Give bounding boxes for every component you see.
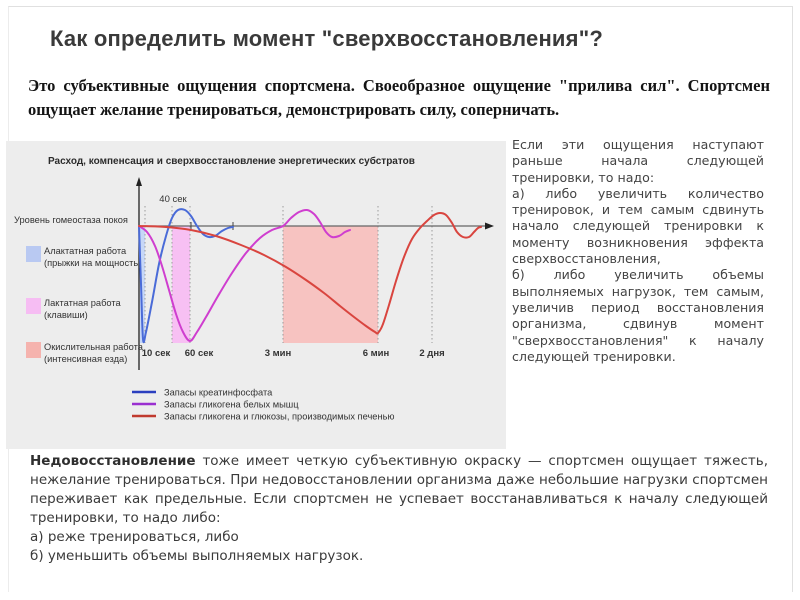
work-type-lactic: Лактатная работа (клавиши) [26, 298, 122, 320]
underrecovery-term: Недовосстановление [30, 453, 196, 469]
work-type-label: Лактатная работа [44, 298, 122, 308]
work-type-label: (клавиши) [44, 310, 88, 320]
chart-dotted-guides [144, 206, 433, 343]
lead-text: Это субъективные ощущения спортсмена. Св… [28, 76, 770, 119]
chart-panel: Расход, компенсация и сверхвосстановлени… [6, 141, 506, 449]
work-type-label: Окислительная работа [44, 342, 144, 352]
recommendations-intro: Если эти ощущения наступают раньше начал… [512, 137, 764, 185]
chart-shaded-regions [140, 226, 378, 343]
work-type-oxidative: Окислительная работа (интенсивная езда) [26, 342, 144, 364]
series-curve [138, 211, 482, 335]
x-tick: 10 сек [142, 348, 171, 359]
recommendations-panel: Если эти ощущения наступают раньше начал… [512, 137, 764, 365]
baseline-label: Уровень гомеостаза покоя [14, 215, 128, 225]
y-axis-arrow-icon [136, 177, 142, 186]
x-tick: 3 мин [265, 348, 292, 359]
x-tick: 6 мин [363, 348, 390, 359]
series-curve [138, 208, 351, 343]
legend-label: Запасы гликогена белых мышц [164, 400, 299, 410]
work-type-label: (интенсивная езда) [44, 354, 127, 364]
annotation-40s: 40 сек [159, 194, 187, 205]
recommendation-b: б) либо увеличить объемы выполняемых наг… [512, 267, 764, 364]
legend-label: Запасы гликогена и глюкозы, производимых… [164, 412, 394, 422]
work-type-label: Алактатная работа [44, 246, 127, 256]
recommendation-a: а) либо увеличить количество тренировок,… [512, 185, 764, 267]
underrecovery-body: тоже имеет четкую субъективную окраску —… [30, 453, 768, 526]
legend-label: Запасы креатинфосфата [164, 388, 273, 398]
chart-legend: Запасы креатинфосфата Запасы гликогена б… [132, 388, 394, 422]
page-title: Как определить момент "сверхвосстановлен… [50, 26, 603, 51]
shaded-region [140, 226, 145, 343]
lactic-swatch [26, 298, 41, 314]
energy-substrates-chart: 40 сек Уровень гомеостаза покоя Алактатн… [14, 177, 494, 422]
x-tick: 2 дня [419, 348, 444, 359]
underrecovery-paragraph: Недовосстановление тоже имеет четкую суб… [30, 452, 768, 528]
work-type-label: (прыжки на мощность) [44, 258, 141, 268]
underrecovery-section: Недовосстановление тоже имеет четкую суб… [30, 452, 768, 566]
underrecovery-option-b: б) уменьшить объемы выполняемых нагрузок… [30, 548, 364, 564]
x-axis-arrow-icon [485, 222, 494, 230]
oxidative-swatch [26, 342, 41, 358]
work-type-alactic: Алактатная работа (прыжки на мощность) [26, 246, 141, 268]
x-tick: 60 сек [185, 348, 214, 359]
alactic-swatch [26, 246, 41, 262]
chart-curves [138, 208, 482, 344]
chart-title: Расход, компенсация и сверхвосстановлени… [48, 156, 415, 167]
underrecovery-option-a: а) реже тренироваться, либо [30, 529, 239, 545]
